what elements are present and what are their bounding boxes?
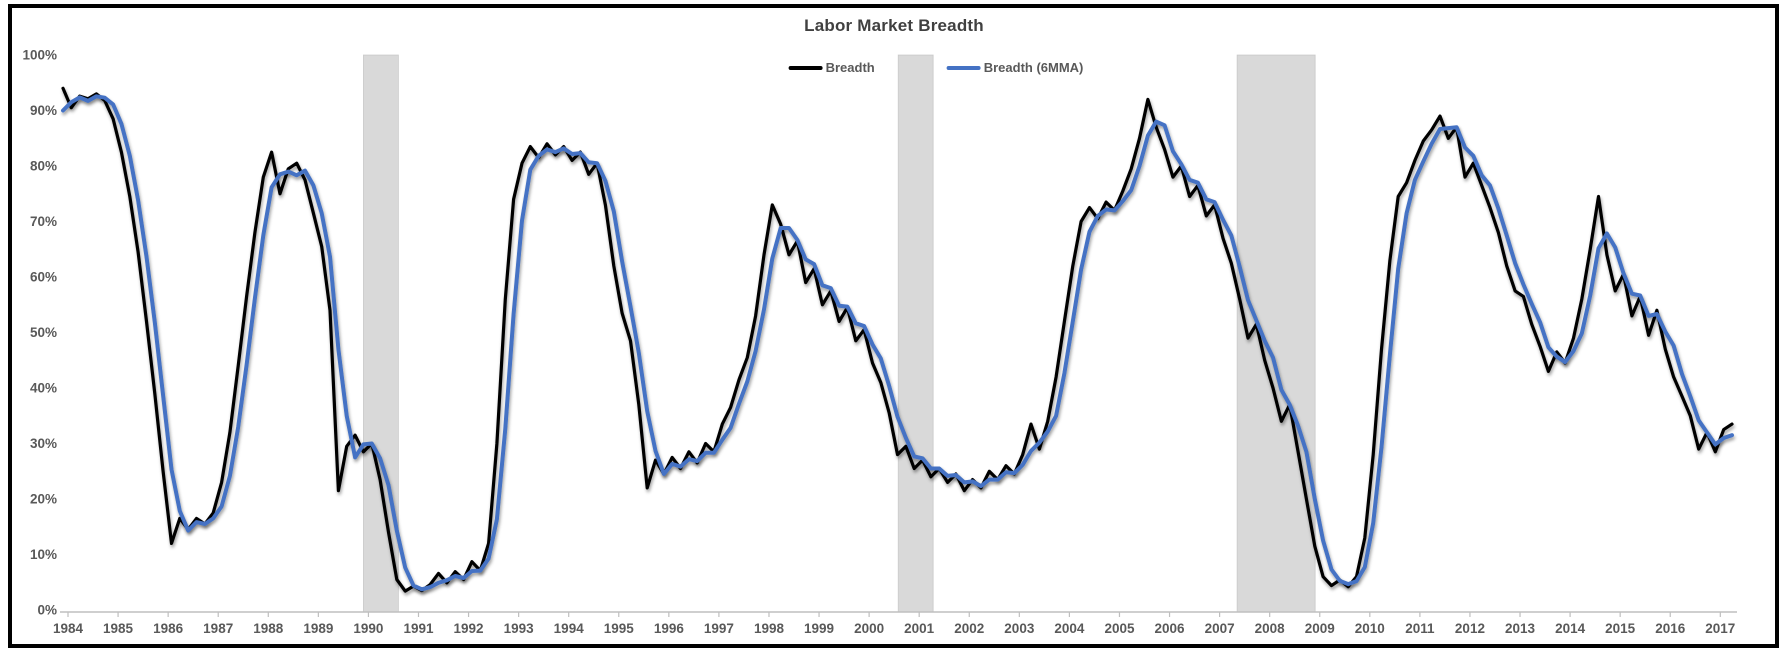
y-tick-label: 40% (30, 381, 57, 396)
x-tick-label: 1993 (504, 621, 535, 636)
x-tick-label: 2016 (1655, 621, 1686, 636)
legend-label-breadth: Breadth (825, 60, 875, 75)
y-tick-label: 0% (37, 603, 57, 618)
chart-frame-border (8, 4, 1779, 648)
x-tick-label: 1986 (153, 621, 184, 636)
chart-title: Labor Market Breadth (804, 16, 984, 35)
x-tick-label: 2010 (1355, 621, 1385, 636)
axis-layer: 1984 1985 1986 1987 1988 1989 1990 1991 1992 1993… (22, 48, 1737, 636)
recession-band (362, 54, 399, 613)
x-tick-label: 2008 (1255, 621, 1286, 636)
x-tick-label: 2003 (1004, 621, 1035, 636)
y-tick-label: 100% (22, 48, 57, 63)
legend-item-breadth: Breadth (788, 60, 875, 75)
legend-item-breadth-6mma: Breadth (6MMA) (946, 60, 1084, 75)
x-tick-label: 2011 (1405, 621, 1435, 636)
breadth-6mma-line (61, 94, 1734, 592)
y-tick-label: 50% (30, 325, 57, 340)
x-tick-label: 2000 (854, 621, 884, 636)
x-tick-label: 2005 (1104, 621, 1135, 636)
x-tick-label: 2012 (1455, 621, 1485, 636)
x-tick-label: 2007 (1205, 621, 1235, 636)
legend-label-breadth-6mma: Breadth (6MMA) (983, 60, 1084, 75)
x-tick-label: 1988 (253, 621, 284, 636)
x-tick-label: 1999 (804, 621, 834, 636)
legend: Breadth Breadth (6MMA) (788, 60, 1084, 75)
x-tick-label: 2002 (954, 621, 984, 636)
y-tick-label: 20% (30, 492, 57, 507)
breadth-6mma-line-swatch-icon (946, 65, 981, 70)
x-tick-label: 2014 (1555, 621, 1586, 636)
recession-band (897, 54, 934, 613)
y-tick-label: 90% (30, 103, 57, 118)
breadth-line (61, 86, 1734, 593)
y-tick-label: 30% (30, 436, 57, 451)
x-tick-label: 1994 (554, 621, 585, 636)
x-tick-label: 1992 (454, 621, 484, 636)
y-tick-label: 70% (30, 214, 57, 229)
x-tick-label: 1984 (53, 621, 84, 636)
breadth-line-swatch-icon (788, 65, 823, 70)
series-layer (61, 86, 1734, 593)
x-tick-label: 1991 (403, 621, 434, 636)
y-tick-label: 60% (30, 270, 57, 285)
recession-band (1236, 54, 1316, 613)
x-tick-label: 1995 (604, 621, 635, 636)
x-tick-label: 2015 (1605, 621, 1636, 636)
recession-bands-layer (362, 54, 1316, 613)
x-tick-label: 2009 (1305, 621, 1335, 636)
x-tick-label: 2017 (1705, 621, 1735, 636)
x-tick-label: 1997 (704, 621, 734, 636)
x-tick-label: 1996 (654, 621, 685, 636)
x-tick-label: 2013 (1505, 621, 1536, 636)
x-tick-label: 2001 (904, 621, 935, 636)
x-tick-label: 2006 (1155, 621, 1186, 636)
x-tick-label: 1989 (303, 621, 333, 636)
x-tick-label: 1987 (203, 621, 233, 636)
y-tick-label: 80% (30, 159, 57, 174)
x-tick-label: 1985 (103, 621, 134, 636)
x-tick-label: 1998 (754, 621, 785, 636)
x-tick-label: 2004 (1054, 621, 1085, 636)
x-tick-label: 1990 (353, 621, 383, 636)
y-tick-label: 10% (30, 547, 57, 562)
